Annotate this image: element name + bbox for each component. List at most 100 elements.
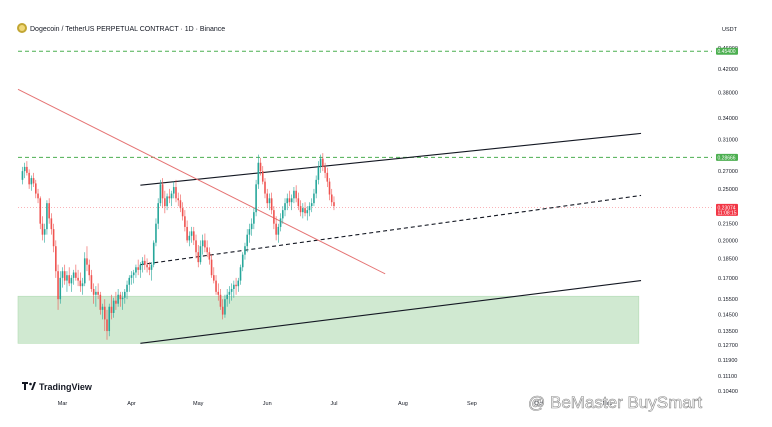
candle <box>32 172 35 188</box>
candle-body <box>139 264 142 270</box>
candle <box>41 216 44 241</box>
candle <box>224 294 226 318</box>
candle <box>308 202 311 217</box>
candle <box>161 178 164 209</box>
candle-body <box>88 264 91 276</box>
candle <box>50 213 53 235</box>
candle <box>150 262 153 281</box>
candle <box>37 188 39 204</box>
candle <box>319 154 322 173</box>
trendline-descending <box>17 88 386 275</box>
y-tick-label: 0.21500 <box>718 222 738 228</box>
chart-title: Dogecoin / TetherUS PERPETUAL CONTRACT ·… <box>30 26 225 33</box>
trendline-mid-channel <box>140 194 642 266</box>
candle <box>215 275 217 295</box>
candle-body <box>250 223 253 230</box>
tradingview-brand: TradingView <box>39 382 93 392</box>
candle <box>310 198 313 213</box>
candle-body <box>155 223 157 243</box>
candle <box>257 154 260 189</box>
candle <box>166 193 168 211</box>
candle-body <box>119 294 122 300</box>
price-badge <box>716 203 738 216</box>
candle <box>175 179 177 203</box>
x-tick-label: Aug <box>398 401 408 407</box>
y-tick-label: 0.18500 <box>718 256 738 262</box>
candle-body <box>302 208 304 213</box>
candle-body <box>63 271 66 281</box>
candle-body <box>157 203 159 224</box>
candle-body <box>330 194 333 203</box>
candle-body <box>41 223 44 235</box>
candle <box>281 206 284 224</box>
candle <box>148 262 151 276</box>
candle-body <box>273 210 275 224</box>
tradingview-logo: TradingView <box>22 382 93 392</box>
x-tick-label: Mar <box>58 401 68 407</box>
candle <box>326 167 329 188</box>
candle <box>317 161 320 185</box>
candle <box>322 153 324 172</box>
candle-body <box>279 218 282 227</box>
candle-body <box>168 196 171 199</box>
candle <box>135 264 137 278</box>
candle <box>21 166 24 185</box>
candle <box>81 277 84 295</box>
candle <box>97 283 99 300</box>
candle-body <box>81 283 84 287</box>
y-tick-label: 0.17000 <box>718 276 738 282</box>
candle-body <box>324 166 326 173</box>
candle-body <box>37 193 39 199</box>
candle-body <box>224 299 226 315</box>
candle-body <box>235 284 237 287</box>
candle-body <box>106 319 108 332</box>
candle-body <box>233 284 235 289</box>
candle <box>192 226 195 246</box>
candle-body <box>30 178 33 185</box>
candle-body <box>103 306 106 320</box>
candle-body <box>206 247 208 253</box>
candle <box>333 196 335 211</box>
candle-body <box>68 275 70 284</box>
candle-body <box>164 198 166 207</box>
price-badge-label: 0.28666 <box>718 155 736 161</box>
candle-body <box>297 198 300 207</box>
candle-body <box>26 166 28 173</box>
candle-body <box>137 267 139 270</box>
candle <box>90 269 93 292</box>
currency-label: USDT <box>722 27 738 33</box>
candle-body <box>117 294 119 304</box>
candle-body <box>146 264 148 268</box>
candle-body <box>226 294 228 300</box>
candle-body <box>110 306 113 313</box>
candle-body <box>166 196 168 207</box>
candle-body <box>97 291 99 295</box>
watermark: @ BeMaster BuySmart <box>528 393 702 412</box>
candle-body <box>72 272 75 278</box>
candle <box>146 258 148 273</box>
candle <box>295 185 297 203</box>
candle <box>186 220 188 243</box>
candle <box>117 288 119 307</box>
candle-body <box>188 235 191 241</box>
candle <box>255 179 257 217</box>
candle <box>299 200 302 217</box>
candle-body <box>290 198 293 203</box>
candle <box>197 245 200 268</box>
y-tick-label: 0.20000 <box>718 238 738 244</box>
candle <box>66 271 68 292</box>
candle-body <box>95 291 97 295</box>
x-tick-label: Jul <box>330 401 337 407</box>
candle-body <box>92 288 95 295</box>
candle <box>201 234 204 255</box>
candle-body <box>244 246 246 255</box>
candle <box>313 188 315 207</box>
x-tick-label: May <box>193 401 204 407</box>
candle-body <box>57 271 59 300</box>
candle-body <box>304 208 306 214</box>
candle-body <box>261 171 264 182</box>
candle <box>164 190 166 214</box>
candle <box>244 242 246 260</box>
candle <box>273 206 275 230</box>
candle <box>159 179 162 207</box>
